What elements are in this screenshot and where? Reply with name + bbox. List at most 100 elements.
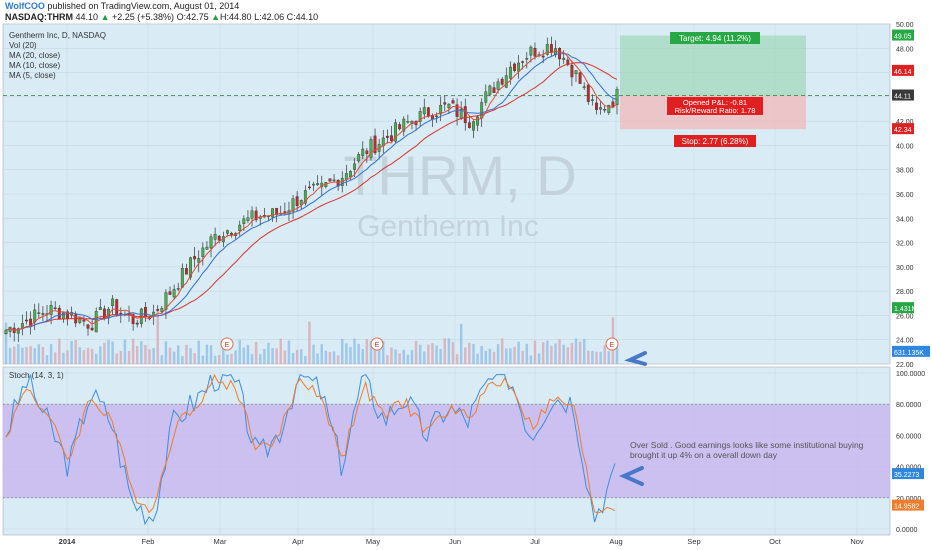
candle [521, 61, 525, 63]
chart-header: WolfCOO published on TradingView.com, Au… [0, 0, 932, 24]
volume-bar [238, 339, 241, 364]
candle [98, 307, 102, 310]
stop-label[interactable]: Stop: 2.77 (6.28%) [674, 135, 756, 147]
legend-item[interactable]: MA (5, close) [9, 71, 56, 80]
legend-item[interactable]: MA (20, close) [9, 51, 60, 60]
candle [176, 288, 180, 290]
candle [82, 319, 86, 322]
candle [49, 305, 53, 315]
volume-bar [201, 355, 205, 364]
candle [115, 299, 119, 315]
stop-label-text: Stop: 2.77 (6.28%) [682, 137, 749, 146]
earnings-marker[interactable]: E [605, 337, 619, 351]
legend-item[interactable]: Vol (20) [9, 41, 37, 50]
volume-bar [17, 344, 20, 364]
candle [484, 91, 488, 103]
price-badge-text: 42.34 [894, 127, 912, 134]
candle [217, 235, 221, 241]
volume-bar [574, 338, 578, 364]
candle [545, 44, 549, 55]
candle [480, 102, 484, 119]
candle [57, 307, 61, 320]
volume-bar [447, 338, 451, 364]
volume-bar [390, 347, 393, 364]
volume-bar [172, 351, 176, 364]
volume-bar [472, 343, 475, 364]
earnings-marker[interactable]: E [370, 337, 384, 351]
volume-bar [500, 338, 504, 364]
earnings-marker-text: E [225, 342, 230, 349]
candle [406, 121, 410, 123]
candle [226, 230, 229, 234]
candle [513, 63, 516, 71]
target-zone[interactable] [620, 35, 806, 96]
candle [160, 308, 164, 312]
earnings-marker[interactable]: E [220, 337, 234, 351]
time-tick: 2014 [59, 537, 77, 546]
stoch-legend[interactable]: Stoch (14, 3, 1) [9, 371, 64, 380]
volume-bar [226, 354, 229, 364]
volume-bar [185, 344, 188, 364]
watermark-ticker: THRM, D [343, 144, 576, 207]
volume-bar [78, 347, 82, 364]
volume-bar [341, 338, 344, 364]
volume-bar [312, 344, 315, 364]
price-tick: 28.00 [896, 289, 914, 296]
long-position-tool[interactable] [3, 35, 890, 130]
legend-item[interactable]: MA (10, close) [9, 61, 60, 70]
volume-bar [459, 323, 463, 364]
price-badge [892, 302, 914, 314]
volume-bar [156, 310, 159, 364]
volume-bar [12, 346, 16, 364]
candle [299, 200, 303, 206]
volume-bar [99, 346, 102, 364]
candle [201, 247, 205, 257]
pnl-label[interactable]: Opened P&L: -0.81 Risk/Reward Ratio: 1.7… [667, 97, 763, 115]
volume-bar [295, 349, 299, 364]
candle [316, 183, 320, 186]
candle [111, 298, 115, 307]
candle [250, 210, 254, 219]
volume-bar [484, 350, 488, 364]
volume-bar [328, 351, 332, 364]
volume-bar [464, 347, 467, 364]
target-label[interactable]: Target: 4.94 (11.2%) [670, 32, 760, 44]
candle [41, 313, 45, 315]
volume-bar [324, 350, 328, 364]
candle [209, 236, 213, 249]
open-value: O:42.75 [176, 12, 209, 22]
time-axis[interactable]: 2014 Feb Mar Apr May Jun Jul Aug Sep Oct Nov [59, 537, 864, 546]
candle [172, 289, 176, 298]
candle [66, 311, 69, 319]
volume-bar [603, 344, 606, 364]
annotation-note[interactable]: Over Sold . Good earnings looks like som… [630, 440, 870, 474]
stoch-badge-text: 35.2273 [894, 472, 919, 479]
volume-bar [189, 348, 192, 364]
volume-bar [275, 348, 278, 364]
candle [582, 86, 586, 88]
volume-bar [373, 349, 377, 364]
author-link[interactable]: WolfCOO [5, 1, 45, 11]
candle [500, 78, 504, 85]
low-value: L:42.06 [254, 12, 285, 22]
volume-bar [164, 341, 168, 364]
volume-bar [439, 348, 442, 364]
price-axis[interactable]: 50.0048.0046.0044.0042.0040.0038.0036.00… [896, 22, 914, 369]
price-badge [892, 123, 914, 135]
symbol-label[interactable]: NASDAQ:THRM [5, 12, 73, 22]
volume-bar [222, 346, 225, 364]
legend-item[interactable]: Gentherm Inc, D, NASDAQ [9, 31, 106, 40]
volume-bar [455, 354, 459, 364]
time-tick: Mar [214, 537, 227, 546]
stoch-badge [892, 499, 924, 511]
volume-bar [86, 347, 90, 364]
volume-bar [398, 353, 401, 364]
candle [353, 163, 356, 170]
volume-bar [554, 343, 557, 364]
time-tick: Sep [687, 537, 700, 546]
volume-bar [537, 353, 541, 364]
candle [578, 72, 582, 84]
stoch-tick: 80.0000 [896, 402, 921, 409]
volume-bar [304, 355, 307, 364]
